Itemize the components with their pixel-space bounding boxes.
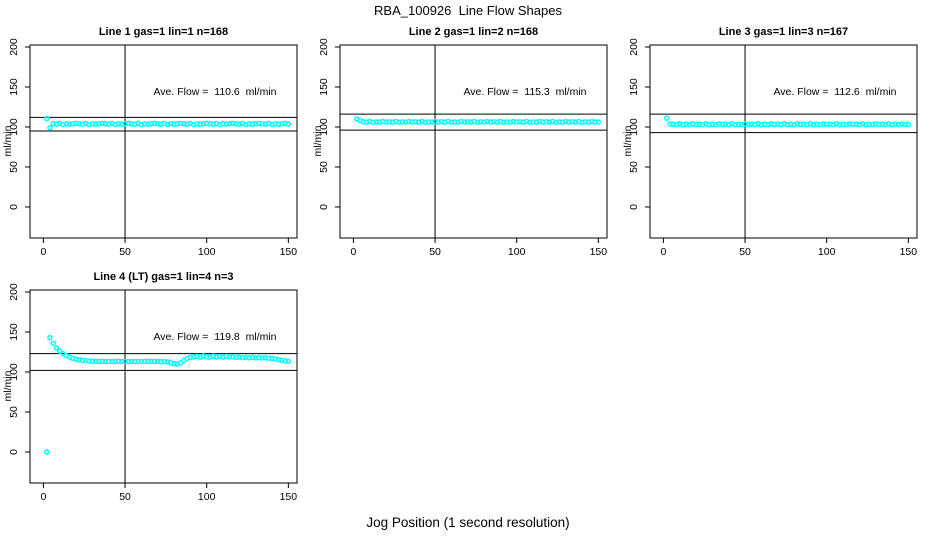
y-tick-label: 150 xyxy=(8,78,20,96)
x-tick-label: 50 xyxy=(429,246,441,258)
y-axis-ticks: 0 50 100 150 200 xyxy=(8,283,30,455)
x-axis-ticks: 0 50 100 150 xyxy=(660,238,917,258)
data-point xyxy=(595,119,602,125)
x-tick-label: 50 xyxy=(739,246,751,258)
ave-flow-annotation: Ave. Flow = 112.6 ml/min xyxy=(773,86,897,98)
data-point xyxy=(50,340,56,346)
ave-flow-annotation: Ave. Flow = 110.6 ml/min xyxy=(153,86,277,98)
data-point xyxy=(47,125,53,131)
x-tick-label: 150 xyxy=(280,246,298,258)
x-axis-ticks: 0 50 100 150 xyxy=(40,238,297,258)
subplot-line-1: Line 1 gas=1 lin=1 n=168 ml/min 0 50 100 15… xyxy=(0,5,320,270)
y-tick-label: 200 xyxy=(318,38,330,56)
ave-flow-annotation: Ave. Flow = 119.8 ml/min xyxy=(153,331,277,343)
y-tick-label: 0 xyxy=(628,204,640,210)
scatter-plot-line-2: 0 50 100 150 0 50 100 150 200 xyxy=(318,38,608,258)
scatter-plot-line-1: 0 50 100 150 0 50 100 150 200 xyxy=(8,38,298,258)
y-tick-label: 100 xyxy=(8,363,20,381)
x-tick-label: 150 xyxy=(900,246,918,258)
x-tick-label: 100 xyxy=(818,246,836,258)
y-tick-label: 100 xyxy=(8,118,20,136)
y-tick-label: 0 xyxy=(8,204,20,210)
subplot-title: Line 3 gas=1 lin=3 n=167 xyxy=(718,26,849,38)
x-tick-label: 50 xyxy=(119,491,131,503)
y-tick-label: 200 xyxy=(628,38,640,56)
subplot-line-2: Line 2 gas=1 lin=2 n=168 ml/min 0 50 100 15… xyxy=(310,5,630,270)
y-tick-label: 150 xyxy=(628,78,640,96)
y-tick-label: 50 xyxy=(8,406,20,418)
plot-box xyxy=(29,44,298,239)
x-axis-ticks: 0 50 100 150 xyxy=(40,483,297,503)
subplot-title: Line 1 gas=1 lin=1 n=168 xyxy=(98,26,229,38)
ave-flow-annotation: Ave. Flow = 115.3 ml/min xyxy=(463,86,587,98)
y-axis-ticks: 0 50 100 150 200 xyxy=(318,38,340,210)
x-tick-label: 0 xyxy=(660,246,666,258)
y-tick-label: 100 xyxy=(628,118,640,136)
plot-box xyxy=(649,44,918,239)
subplot-title: Line 2 gas=1 lin=2 n=168 xyxy=(408,26,539,38)
subplot-title: Line 4 (LT) gas=1 lin=4 n=3 xyxy=(93,271,234,283)
data-points xyxy=(43,115,292,131)
data-points xyxy=(43,334,292,455)
y-tick-label: 50 xyxy=(628,161,640,173)
data-points xyxy=(353,116,602,126)
data-point xyxy=(43,449,50,455)
x-tick-label: 150 xyxy=(280,491,298,503)
data-point xyxy=(663,115,670,121)
data-points xyxy=(663,115,912,128)
data-point xyxy=(43,115,50,122)
y-tick-label: 200 xyxy=(8,283,20,301)
data-point xyxy=(285,358,292,365)
x-tick-label: 100 xyxy=(508,246,526,258)
x-tick-label: 100 xyxy=(198,246,216,258)
subplot-line-4: Line 4 (LT) gas=1 lin=4 n=3 ml/min 0 50 10… xyxy=(0,250,320,515)
main-title: RBA_100926 Line Flow Shapes xyxy=(374,3,562,18)
x-tick-label: 0 xyxy=(40,246,46,258)
data-point xyxy=(53,345,60,351)
plot-box xyxy=(339,44,608,239)
y-tick-label: 0 xyxy=(318,204,330,210)
y-tick-label: 200 xyxy=(8,38,20,56)
y-tick-label: 0 xyxy=(8,449,20,455)
x-tick-label: 0 xyxy=(40,491,46,503)
y-axis-ticks: 0 50 100 150 200 xyxy=(8,38,30,210)
x-axis-label: Jog Position (1 second resolution) xyxy=(366,515,570,530)
y-axis-ticks: 0 50 100 150 200 xyxy=(628,38,650,210)
subplot-line-3: Line 3 gas=1 lin=3 n=167 ml/min 0 50 100 15… xyxy=(620,5,936,270)
y-tick-label: 150 xyxy=(8,323,20,341)
x-tick-label: 150 xyxy=(590,246,608,258)
x-tick-label: 0 xyxy=(350,246,356,258)
y-tick-label: 50 xyxy=(8,161,20,173)
x-tick-label: 100 xyxy=(198,491,216,503)
y-tick-label: 150 xyxy=(318,78,330,96)
plot-box xyxy=(29,289,298,484)
data-point xyxy=(47,334,53,341)
scatter-plot-line-3: 0 50 100 150 0 50 100 150 200 xyxy=(628,38,918,258)
x-tick-label: 50 xyxy=(119,246,131,258)
data-point xyxy=(905,121,912,128)
data-point xyxy=(285,121,292,127)
x-axis-ticks: 0 50 100 150 xyxy=(350,238,607,258)
scatter-plot-line-4: 0 50 100 150 0 50 100 150 200 xyxy=(8,283,298,503)
y-tick-label: 50 xyxy=(318,161,330,173)
y-tick-label: 100 xyxy=(318,118,330,136)
